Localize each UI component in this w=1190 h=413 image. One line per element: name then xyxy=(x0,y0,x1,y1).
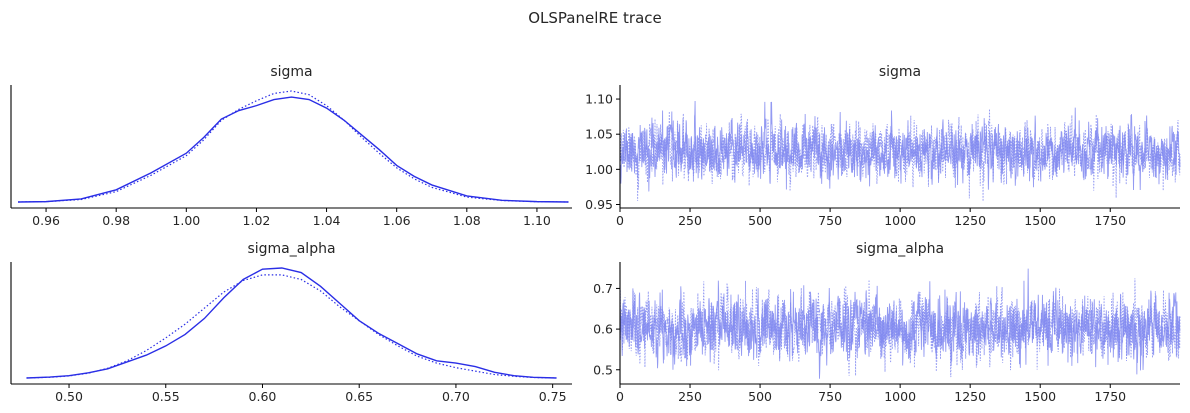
sigma-kde-xtick-label: 1.06 xyxy=(383,213,411,228)
sigma-kde-title: sigma xyxy=(270,64,312,80)
sigma-alpha-kde-xtick-label: 0.65 xyxy=(345,389,373,404)
sigma-kde-xtick-label: 1.00 xyxy=(172,213,200,228)
sigma-trace-xtick-label: 1500 xyxy=(1024,213,1056,228)
sigma-alpha-trace-ytick-label: 0.6 xyxy=(593,322,613,337)
sigma-trace-xtick-label: 0 xyxy=(616,213,624,228)
sigma-trace-ytick-label: 0.95 xyxy=(585,197,613,212)
sigma-alpha-trace-xtick-label: 0 xyxy=(616,389,624,404)
sigma-kde-line-chain-1 xyxy=(18,96,569,203)
sigma-alpha-kde-title: sigma_alpha xyxy=(247,241,335,257)
sigma-alpha-trace-xtick-label: 1000 xyxy=(884,389,916,404)
sigma-alpha-trace-title: sigma_alpha xyxy=(856,241,944,257)
sigma-trace-xtick-label: 1000 xyxy=(884,213,916,228)
sigma-kde-panel: sigma 0.96 0.98 1.00 1.02 1.04 1.06 1.08 1.10 xyxy=(10,64,572,228)
sigma-trace-ytick-label: 1.05 xyxy=(585,127,613,142)
sigma-alpha-kde-line-chain-2 xyxy=(26,274,557,379)
sigma-alpha-trace-xtick-label: 1750 xyxy=(1094,389,1126,404)
sigma-alpha-trace-xtick-label: 1500 xyxy=(1024,389,1056,404)
sigma-kde-xtick-label: 1.10 xyxy=(523,213,551,228)
sigma-alpha-kde-xtick-label: 0.50 xyxy=(55,389,83,404)
sigma-trace-xtick-label: 500 xyxy=(748,213,772,228)
sigma-alpha-trace-xtick-label: 1250 xyxy=(954,389,986,404)
sigma-kde-xtick-label: 1.04 xyxy=(313,213,341,228)
sigma-kde-xtick-label: 1.02 xyxy=(243,213,271,228)
sigma-alpha-kde-xtick-label: 0.55 xyxy=(152,389,180,404)
sigma-kde-xtick-label: 0.96 xyxy=(32,213,60,228)
sigma-trace-xtick-label: 1750 xyxy=(1094,213,1126,228)
sigma-trace-xtick-label: 1250 xyxy=(954,213,986,228)
sigma-kde-xtick-label: 1.08 xyxy=(453,213,481,228)
sigma-alpha-trace-line-chain-2 xyxy=(619,278,1181,378)
sigma-alpha-trace-xtick-label: 750 xyxy=(818,389,842,404)
figure-title: OLSPanelRE trace xyxy=(528,9,662,27)
sigma-alpha-kde-panel: sigma_alpha 0.50 0.55 0.60 0.65 0.70 0.75 xyxy=(10,241,572,404)
sigma-alpha-trace-panel: sigma_alpha 0.5 0.6 0.7 0 250 500 750 1000 1250 15… xyxy=(593,241,1181,404)
sigma-alpha-trace-ytick-label: 0.5 xyxy=(593,362,613,377)
sigma-alpha-kde-xtick-label: 0.70 xyxy=(442,389,470,404)
sigma-trace-title: sigma xyxy=(879,64,921,80)
sigma-trace-panel: sigma 0.95 1.00 1.05 1.10 0 250 500 750 1000 1250 1… xyxy=(585,64,1181,228)
sigma-alpha-trace-xtick-label: 500 xyxy=(748,389,772,404)
sigma-alpha-trace-ytick-label: 0.7 xyxy=(593,281,613,296)
sigma-alpha-kde-line-chain-1 xyxy=(26,267,557,379)
sigma-kde-line-chain-2 xyxy=(18,90,569,203)
sigma-kde-xtick-label: 0.98 xyxy=(102,213,130,228)
sigma-alpha-kde-xtick-label: 0.60 xyxy=(249,389,277,404)
sigma-alpha-trace-xtick-label: 250 xyxy=(678,389,702,404)
sigma-trace-ytick-label: 1.10 xyxy=(585,92,613,107)
sigma-trace-ytick-label: 1.00 xyxy=(585,162,613,177)
sigma-alpha-kde-xtick-label: 0.75 xyxy=(539,389,567,404)
sigma-trace-xtick-label: 250 xyxy=(678,213,702,228)
sigma-trace-line-chain-2 xyxy=(619,109,1181,202)
sigma-trace-xtick-label: 750 xyxy=(818,213,842,228)
sigma-alpha-trace-line-chain-1 xyxy=(619,268,1181,379)
